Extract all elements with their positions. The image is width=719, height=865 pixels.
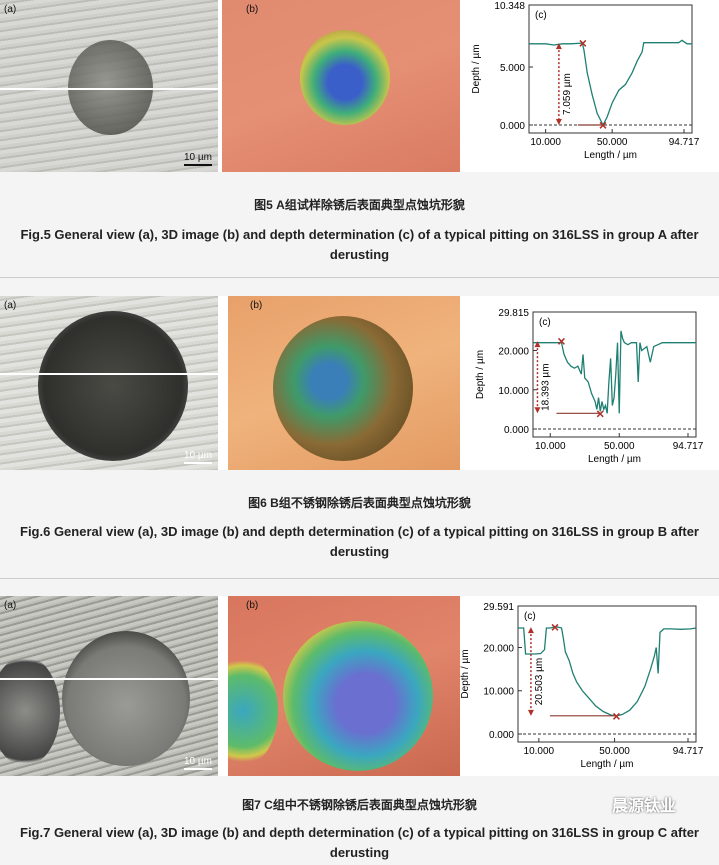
y-axis-label: Depth / µm (471, 44, 482, 93)
y-tick-label: 20.000 (483, 643, 514, 654)
x-tick-label: 50.000 (599, 746, 630, 757)
scale-bar: 10 µm (184, 152, 212, 166)
divider (0, 578, 719, 579)
x-marker: × (612, 708, 620, 724)
scale-text: 10 µm (184, 152, 212, 163)
y-max-label: 10.348 (494, 1, 525, 12)
caption-en-fig7: Fig.7 General view (a), 3D image (b) and… (20, 825, 699, 860)
scale-text: 10 µm (184, 450, 212, 461)
x-tick-label: 94.717 (669, 137, 700, 148)
profile-line (0, 88, 218, 90)
depth-chart-c: (c) 29.815 0.000 10.000 20.000 10.000 50.000 94… (475, 308, 704, 465)
caption-cn-fig7: 图7 C组中不锈钢除锈后表面典型点蚀坑形貌 (242, 798, 477, 812)
panel-label: (c) (539, 317, 551, 328)
y-max-label: 29.815 (498, 308, 529, 319)
y-tick-label: 0.000 (489, 730, 514, 741)
depth-annotation: 20.503 µm (534, 658, 545, 705)
x-tick-label: 94.717 (673, 746, 704, 757)
scale-text: 10 µm (184, 756, 212, 767)
pit-image (38, 311, 188, 461)
scale-bar: 10 µm (184, 450, 212, 464)
y-tick-label: 5.000 (500, 63, 525, 74)
x-tick-label: 10.000 (524, 746, 555, 757)
x-tick-label: 94.717 (673, 441, 704, 452)
y-tick-label: 0.000 (500, 121, 525, 132)
figure-7-panel: (a) 10 µm (b) (c) 29.591 0.000 10.000 20.000… (0, 596, 719, 776)
x-axis-label: Length / µm (584, 150, 637, 161)
pit-3d (283, 621, 433, 771)
depth-profile-line (529, 39, 692, 127)
x-tick-label: 50.000 (604, 441, 635, 452)
watermark: 晨源钛业 (612, 798, 677, 815)
label-b: (b) (246, 600, 259, 611)
label-a: (a) (4, 300, 17, 311)
divider (0, 277, 719, 278)
pit-image (68, 40, 153, 135)
x-marker: × (551, 619, 559, 635)
figure-6-panel: (a) 10 µm (b) (c) 29.815 0.000 10.000 20.000… (0, 296, 719, 470)
depth-annotation: 7.059 µm (562, 73, 573, 115)
y-max-label: 29.591 (483, 602, 514, 613)
x-marker: × (557, 333, 565, 349)
depth-chart-c: (c) 29.591 0.000 10.000 20.000 10.000 50.000 94… (460, 602, 704, 770)
optical-micrograph-a: (a) 10 µm (0, 596, 218, 776)
x-tick-label: 10.000 (535, 441, 566, 452)
depth-profile-line (518, 626, 697, 717)
figure-5-panel: (a) 10 µm (b) (c) 10.348 0.000 5.000 10.000 5… (0, 0, 719, 172)
scale-bar: 10 µm (184, 756, 212, 770)
panel-label: (c) (524, 611, 536, 622)
x-tick-label: 10.000 (530, 137, 561, 148)
x-axis-label: Length / µm (588, 454, 641, 465)
pit-3d (273, 316, 413, 461)
label-a: (a) (4, 4, 17, 15)
y-axis-label: Depth / µm (475, 350, 486, 399)
label-b: (b) (250, 300, 263, 311)
optical-micrograph-a: (a) 10 µm (0, 296, 218, 470)
plot-frame (528, 4, 693, 134)
y-tick-label: 10.000 (498, 386, 529, 397)
caption-en-fig6: Fig.6 General view (a), 3D image (b) and… (20, 524, 699, 559)
caption-cn-fig6: 图6 B组不锈钢除锈后表面典型点蚀坑形貌 (248, 496, 471, 510)
x-tick-label: 50.000 (597, 137, 628, 148)
pit-3d-small (228, 656, 278, 766)
pit-image (62, 631, 190, 766)
x-axis-label: Length / µm (580, 759, 633, 770)
profile-line (0, 373, 218, 375)
caption-cn-fig5: 图5 A组试样除锈后表面典型点蚀坑形貌 (254, 198, 465, 212)
x-marker: × (596, 405, 604, 421)
label-a: (a) (4, 600, 17, 611)
depth-profile-line (533, 330, 696, 414)
y-tick-label: 20.000 (498, 347, 529, 358)
label-b: (b) (246, 4, 259, 15)
y-tick-label: 0.000 (504, 425, 529, 436)
3d-image-b: (b) (228, 596, 460, 776)
y-axis-label: Depth / µm (460, 649, 471, 698)
depth-chart-c: (c) 10.348 0.000 5.000 10.000 50.000 94.717 Len… (471, 1, 700, 161)
pit-3d (300, 30, 390, 125)
profile-line (0, 678, 218, 680)
3d-image-b: (b) (228, 296, 460, 470)
optical-micrograph-a: (a) 10 µm (0, 0, 218, 172)
3d-image-b: (b) (222, 0, 460, 172)
depth-annotation: 18.393 µm (540, 363, 551, 410)
x-marker: × (579, 35, 587, 51)
caption-en-fig5: Fig.5 General view (a), 3D image (b) and… (20, 227, 699, 262)
x-marker: × (599, 117, 607, 133)
panel-label: (c) (535, 10, 547, 21)
y-tick-label: 10.000 (483, 687, 514, 698)
pit-image-small (0, 656, 60, 766)
plot-frame (532, 311, 697, 438)
